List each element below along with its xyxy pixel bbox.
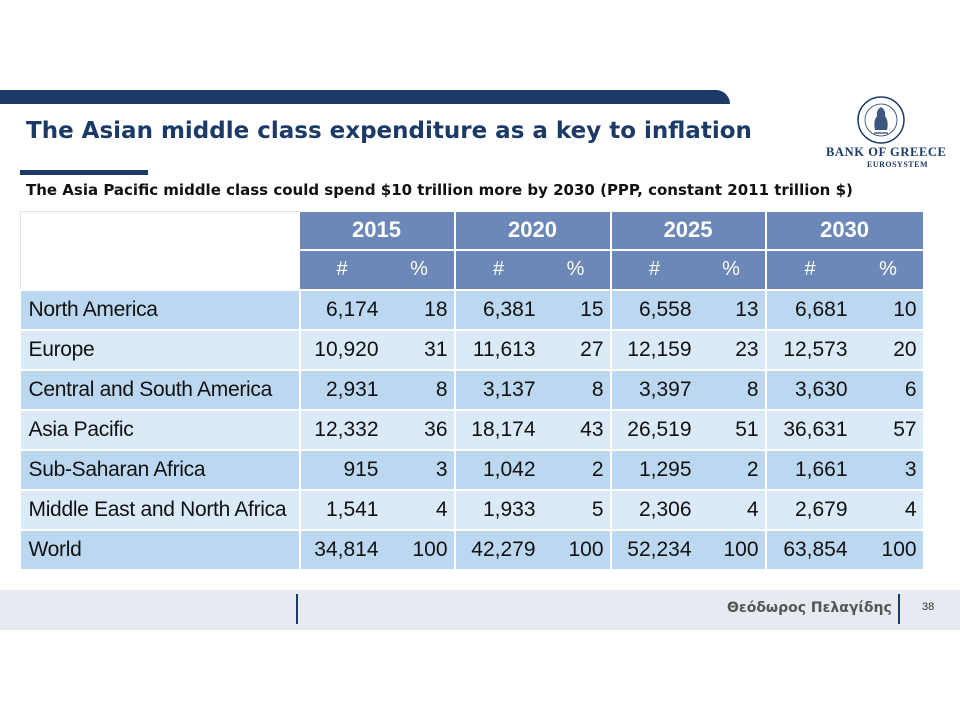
percent-cell: 57 xyxy=(853,408,923,450)
percent-cell: 18 xyxy=(384,288,456,330)
count-header: # xyxy=(610,248,698,290)
region-label: Asia Pacific xyxy=(20,408,301,450)
percent-cell: 3 xyxy=(384,448,456,490)
percent-cell: 5 xyxy=(541,488,612,530)
count-cell: 34,814 xyxy=(299,528,385,569)
count-cell: 6,681 xyxy=(765,288,854,330)
count-cell: 10,920 xyxy=(299,328,385,370)
count-cell: 2,306 xyxy=(610,488,698,530)
percent-cell: 2 xyxy=(541,448,612,490)
year-header: 2030 xyxy=(765,211,923,250)
percent-cell: 4 xyxy=(853,488,923,530)
count-cell: 11,613 xyxy=(454,328,542,370)
count-header: # xyxy=(299,248,385,290)
count-cell: 915 xyxy=(299,448,385,490)
table-corner xyxy=(20,211,300,290)
count-cell: 42,279 xyxy=(454,528,542,569)
top-decorative-bar xyxy=(0,90,730,104)
percent-cell: 15 xyxy=(541,288,612,330)
year-header: 2025 xyxy=(610,211,767,250)
slide-subtitle: The Asia Pacific middle class could spen… xyxy=(26,181,853,199)
count-header: # xyxy=(454,248,542,290)
table-row: World 34,814 100 42,279 100 52,234 100 63,854 10… xyxy=(20,528,923,569)
percent-cell: 10 xyxy=(853,288,923,330)
percent-header: % xyxy=(853,248,923,290)
percent-cell: 100 xyxy=(541,528,612,569)
table-row: Middle East and North Africa 1,541 4 1,933 5… xyxy=(20,488,923,530)
count-cell: 3,630 xyxy=(765,368,854,410)
page-number: 38 xyxy=(922,601,935,613)
percent-cell: 51 xyxy=(697,408,767,450)
percent-header: % xyxy=(541,248,612,290)
percent-cell: 100 xyxy=(384,528,456,569)
percent-cell: 100 xyxy=(697,528,767,569)
count-cell: 3,137 xyxy=(454,368,542,410)
table-row: Europe 10,920 31 11,613 27 12,159 23 12,573 20 xyxy=(20,328,923,370)
year-header: 2015 xyxy=(299,211,456,250)
bank-name: Bank of Greece xyxy=(826,145,947,159)
count-cell: 12,332 xyxy=(299,408,385,450)
count-cell: 1,295 xyxy=(610,448,698,490)
percent-cell: 4 xyxy=(697,488,767,530)
count-cell: 1,541 xyxy=(299,488,385,530)
year-header: 2020 xyxy=(454,211,612,250)
count-cell: 1,042 xyxy=(454,448,542,490)
year-header-row: 2015 2020 2025 2030 xyxy=(20,211,923,290)
percent-cell: 20 xyxy=(853,328,923,370)
percent-cell: 31 xyxy=(384,328,456,370)
count-cell: 26,519 xyxy=(610,408,698,450)
percent-cell: 23 xyxy=(697,328,767,370)
percent-cell: 8 xyxy=(384,368,456,410)
percent-cell: 6 xyxy=(853,368,923,410)
percent-cell: 3 xyxy=(853,448,923,490)
footer-band xyxy=(0,590,960,630)
table-row: Sub-Saharan Africa 915 3 1,042 2 1,295 2 1,661 3 xyxy=(20,448,923,490)
count-cell: 1,661 xyxy=(765,448,854,490)
region-label: Europe xyxy=(20,328,301,370)
bank-seal-icon xyxy=(857,96,905,144)
percent-cell: 100 xyxy=(853,528,923,569)
count-cell: 2,679 xyxy=(765,488,854,530)
region-label: Sub-Saharan Africa xyxy=(20,448,301,490)
region-label: Central and South America xyxy=(20,368,301,410)
count-cell: 6,174 xyxy=(299,288,385,330)
count-cell: 6,381 xyxy=(454,288,542,330)
region-label: World xyxy=(20,528,301,569)
count-header: # xyxy=(765,248,854,290)
percent-cell: 36 xyxy=(384,408,456,450)
footer-divider xyxy=(898,594,900,624)
count-cell: 1,933 xyxy=(454,488,542,530)
table-row: Central and South America 2,931 8 3,137 8 3,3… xyxy=(20,368,923,410)
count-cell: 6,558 xyxy=(610,288,698,330)
percent-cell: 27 xyxy=(541,328,612,370)
percent-cell: 4 xyxy=(384,488,456,530)
count-cell: 2,931 xyxy=(299,368,385,410)
percent-cell: 8 xyxy=(541,368,612,410)
count-cell: 36,631 xyxy=(765,408,854,450)
author-name: Θεόδωρος Πελαγίδης xyxy=(727,600,892,616)
count-cell: 52,234 xyxy=(610,528,698,569)
count-cell: 12,159 xyxy=(610,328,698,370)
slide-title: The Asian middle class expenditure as a … xyxy=(26,118,752,144)
middle-class-table: 2015 2020 2025 2030 # % # % # % # % Nort… xyxy=(20,211,923,569)
region-label: Middle East and North Africa xyxy=(20,488,301,530)
percent-header: % xyxy=(697,248,767,290)
count-cell: 63,854 xyxy=(765,528,854,569)
table-row: Asia Pacific 12,332 36 18,174 43 26,519 51 36,6… xyxy=(20,408,923,450)
eurosystem-label: EUROSYSTEM xyxy=(866,160,928,169)
percent-cell: 2 xyxy=(697,448,767,490)
subheader-row: # % # % # % # % xyxy=(21,248,923,290)
count-cell: 12,573 xyxy=(765,328,854,370)
percent-cell: 8 xyxy=(697,368,767,410)
percent-cell: 43 xyxy=(541,408,612,450)
table-row: North America 6,174 18 6,381 15 6,558 13 6,681 1… xyxy=(20,288,923,330)
count-cell: 18,174 xyxy=(454,408,542,450)
percent-cell: 13 xyxy=(697,288,767,330)
footer-divider xyxy=(296,594,298,624)
count-cell: 3,397 xyxy=(610,368,698,410)
percent-header: % xyxy=(384,248,456,290)
region-label: North America xyxy=(20,288,301,330)
title-underline xyxy=(20,170,148,175)
bank-of-greece-logo: Bank of Greece EUROSYSTEM xyxy=(826,95,947,177)
